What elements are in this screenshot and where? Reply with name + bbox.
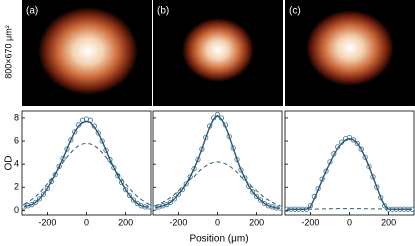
fit-line (154, 114, 281, 209)
x-tick-label: 0 (84, 217, 89, 227)
x-tick-label: -200 (38, 217, 56, 227)
data-point (203, 134, 209, 141)
cloud-c (306, 10, 394, 86)
data-point (257, 197, 264, 203)
fit-line (23, 120, 150, 208)
data-point (366, 163, 372, 170)
data-point (250, 189, 256, 195)
dashed-line (23, 142, 150, 205)
data-point (346, 134, 353, 141)
cloud-a (38, 7, 138, 95)
data-point (95, 130, 101, 136)
data-point (378, 195, 384, 201)
cloud-b (182, 18, 254, 82)
data-point (52, 171, 58, 178)
data-point (40, 191, 47, 197)
data-point (119, 180, 125, 186)
data-point (214, 111, 221, 118)
images (22, 0, 415, 106)
plot-frame (284, 110, 415, 216)
data-point (230, 145, 236, 151)
y-tick-label: 8 (14, 112, 19, 122)
x-tick-label: -200 (169, 217, 187, 227)
data-point (60, 155, 66, 161)
x-tick-label: -200 (301, 217, 319, 227)
data-point (167, 199, 174, 205)
data-point (191, 166, 197, 172)
data-point (195, 156, 201, 163)
panel-label: (a) (26, 6, 38, 17)
data-point (307, 203, 314, 209)
data-point (171, 196, 178, 202)
data-point (111, 165, 117, 171)
data-point (130, 197, 137, 203)
data-point (134, 200, 140, 207)
data-point (323, 168, 329, 174)
data-point (183, 181, 189, 187)
x-axis-label: Position (μm) (189, 234, 248, 245)
data-point (99, 138, 105, 144)
data-point (253, 193, 260, 200)
data-point (44, 185, 51, 192)
panel-label: (c) (289, 6, 301, 17)
data-point (126, 192, 133, 198)
y-tick-label: 2 (14, 182, 19, 192)
data-point (238, 167, 244, 173)
image-axis-label: 800×670 μm² (3, 25, 13, 78)
x-tick-label: 0 (347, 217, 352, 227)
data-point (354, 140, 360, 146)
panel-label: (b) (157, 6, 169, 17)
y-axis-label: OD (4, 156, 15, 171)
dashed-line (154, 161, 281, 207)
x-tick-label: 200 (118, 217, 133, 227)
x-tick-label: 200 (249, 217, 264, 227)
data-point (122, 186, 129, 193)
data-point (72, 129, 78, 135)
data-point (103, 147, 109, 153)
fit-line (286, 137, 413, 210)
x-tick-label: 0 (215, 217, 220, 227)
data-point (33, 199, 39, 205)
y-tick-label: 0 (14, 205, 19, 215)
data-point (234, 156, 240, 163)
data-point (199, 146, 205, 152)
data-point (64, 146, 70, 152)
data-point (370, 174, 376, 180)
data-point (382, 203, 388, 209)
data-point (175, 191, 182, 197)
data-point (36, 196, 43, 202)
y-tick-label: 4 (14, 159, 19, 169)
data-point (68, 137, 74, 143)
data-point (374, 184, 380, 190)
y-tick-label: 6 (14, 135, 19, 145)
data-point (226, 133, 232, 140)
data-point (362, 154, 368, 160)
data-point (261, 200, 268, 207)
data-point (358, 146, 364, 152)
x-tick-label: 200 (381, 217, 396, 227)
